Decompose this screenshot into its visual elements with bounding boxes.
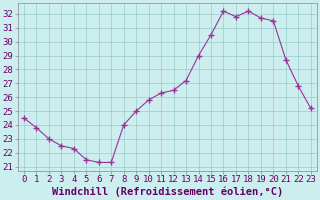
X-axis label: Windchill (Refroidissement éolien,°C): Windchill (Refroidissement éolien,°C) (52, 187, 283, 197)
